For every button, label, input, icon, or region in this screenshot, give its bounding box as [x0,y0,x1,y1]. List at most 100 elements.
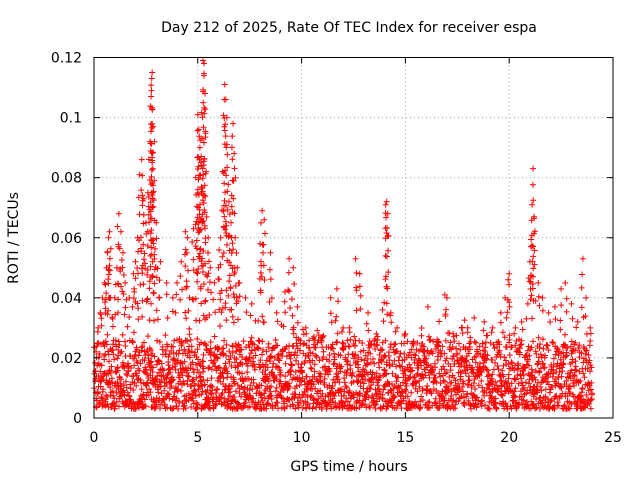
data-point [150,290,157,297]
data-point [204,377,211,384]
data-point [558,373,565,380]
data-point [153,219,160,226]
data-point [307,349,314,356]
data-point [140,391,147,398]
data-point [566,405,573,412]
data-point [193,317,200,324]
data-point [418,332,425,339]
data-point [254,385,261,392]
data-point [572,358,579,365]
data-point [497,309,504,316]
data-point [418,393,425,400]
data-point [426,398,433,405]
data-point [295,402,302,409]
data-point [519,386,526,393]
data-point [488,329,495,336]
data-point [425,404,432,411]
data-point [280,395,287,402]
data-point [200,358,207,365]
data-point [512,385,519,392]
data-point [441,291,448,298]
data-point [287,305,294,312]
data-point [201,222,208,229]
data-point [491,400,498,407]
data-point [183,249,190,256]
data-point [369,392,376,399]
data-point [118,283,125,290]
data-point [149,159,156,166]
data-point [199,218,206,225]
data-point [305,352,312,359]
data-point [188,348,195,355]
data-point [382,276,389,283]
data-point [131,362,138,369]
data-point [166,395,173,402]
data-point [544,342,551,349]
data-point [233,249,240,256]
data-point [231,150,238,157]
data-point [117,350,124,357]
data-point [370,397,377,404]
data-point [328,319,335,326]
data-point [202,90,209,97]
data-point [223,241,230,248]
data-point [120,290,127,297]
data-point [193,269,200,276]
data-point [569,315,576,322]
data-point [358,402,365,409]
data-point [426,336,433,343]
data-point [104,248,111,255]
data-point [232,282,239,289]
data-point [517,345,524,352]
data-point [228,203,235,210]
data-point [436,404,443,411]
x-tick-label: 5 [193,430,202,446]
data-point [208,289,215,296]
data-point [246,344,253,351]
data-point [152,245,159,252]
data-point [197,226,204,233]
data-point [452,405,459,412]
data-point [507,387,514,394]
data-point [119,331,126,338]
data-point [251,366,258,373]
data-point [107,370,114,377]
data-point [568,300,575,307]
data-point [241,384,248,391]
data-point [203,213,210,220]
data-point [471,314,478,321]
data-point [529,258,536,265]
data-point [225,389,232,396]
data-point [156,294,163,301]
data-point [366,344,373,351]
data-point [587,386,594,393]
data-point [508,380,515,387]
data-point [160,367,167,374]
data-point [99,397,106,404]
data-point [406,349,413,356]
data-point [147,359,154,366]
data-point [151,353,158,360]
data-point [244,362,251,369]
data-point [119,388,126,395]
data-point [203,168,210,175]
data-point [246,403,253,410]
data-point [540,345,547,352]
data-point [472,385,479,392]
data-point [479,340,486,347]
data-point [257,289,264,296]
data-point [495,366,502,373]
data-point [453,345,460,352]
data-point [137,377,144,384]
data-point [574,318,581,325]
data-point [261,216,268,223]
data-point [202,298,209,305]
data-point [383,253,390,260]
data-point [132,258,139,265]
data-point [114,223,121,230]
data-point [476,360,483,367]
data-point [225,198,232,205]
data-point [120,361,127,368]
data-point [385,247,392,254]
